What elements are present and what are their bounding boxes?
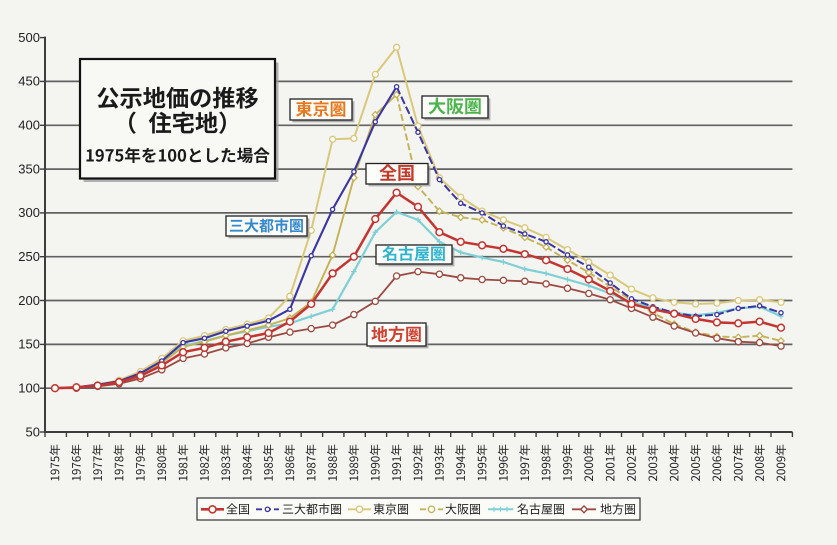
svg-text:450: 450	[18, 74, 40, 89]
svg-text:150: 150	[18, 337, 40, 352]
svg-text:500: 500	[18, 30, 40, 45]
svg-text:200: 200	[18, 293, 40, 308]
svg-text:400: 400	[18, 118, 40, 133]
svg-text:350: 350	[18, 161, 40, 176]
svg-text:100: 100	[18, 381, 40, 396]
svg-text:250: 250	[18, 249, 40, 264]
svg-text:300: 300	[18, 205, 40, 220]
svg-text:50: 50	[26, 424, 40, 439]
